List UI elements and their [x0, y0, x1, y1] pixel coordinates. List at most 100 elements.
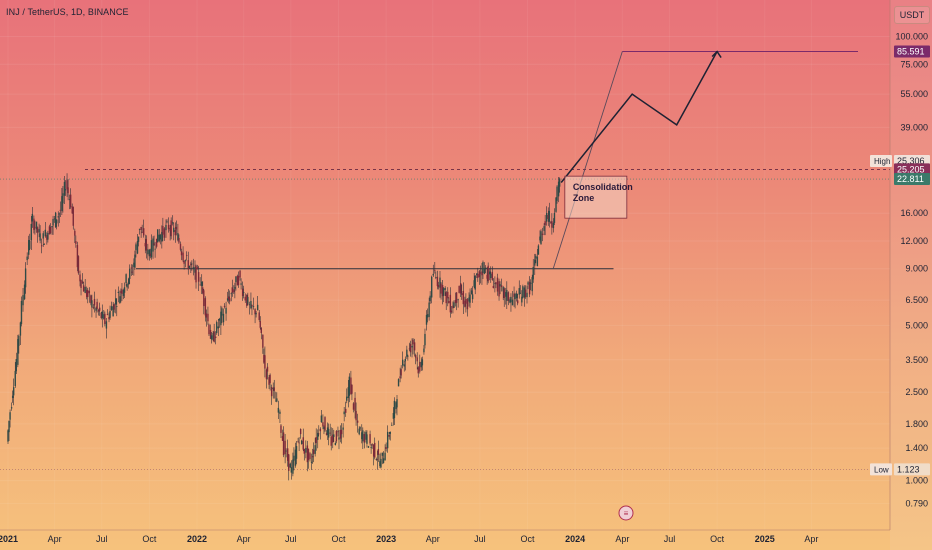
candle-body: [108, 317, 110, 320]
candle-body: [218, 318, 221, 321]
candle-body: [526, 292, 528, 298]
candle-body: [325, 433, 328, 435]
candle-body: [522, 286, 524, 298]
candle-body: [177, 233, 179, 241]
candle-body: [318, 433, 320, 435]
candle-body: [149, 253, 152, 256]
candle-body: [210, 335, 213, 340]
high-price-tag: 25.306: [897, 156, 925, 166]
candle-body: [43, 244, 45, 245]
candle-body: [404, 358, 406, 362]
time-tick-label: Jul: [474, 534, 486, 544]
currency-button[interactable]: USDT: [894, 6, 930, 24]
candle-body: [242, 292, 245, 293]
candle-body: [527, 282, 529, 285]
candle-body: [297, 441, 299, 443]
candle-body: [80, 280, 82, 288]
price-series: [7, 173, 561, 481]
chart-title: INJ / TetherUS, 1D, BINANCE: [6, 7, 129, 17]
candle-body: [109, 310, 111, 318]
candle-body: [352, 403, 355, 410]
candle-body: [120, 291, 122, 293]
candle-body: [17, 339, 19, 365]
candle-body: [59, 209, 62, 211]
candle-body: [93, 298, 96, 306]
candle-body: [246, 294, 248, 306]
candle-body: [250, 300, 252, 309]
candle-body: [207, 313, 209, 322]
candle-body: [515, 293, 518, 299]
candle-body: [217, 326, 219, 329]
candle-body: [293, 455, 295, 461]
candle-body: [507, 292, 510, 302]
candle-body: [183, 260, 185, 264]
last-price-tag: 22.811: [897, 174, 924, 184]
candle-body: [465, 298, 467, 304]
candle-body: [311, 456, 314, 458]
candle-body: [88, 290, 91, 294]
candle-body: [400, 369, 402, 376]
candle-body: [199, 284, 201, 286]
candle-body: [182, 252, 184, 261]
candle-body: [391, 424, 393, 426]
candle-body: [380, 458, 382, 468]
candle-body: [54, 212, 57, 228]
time-tick-label: Jul: [96, 534, 108, 544]
candle-body: [531, 277, 533, 292]
candle-body: [105, 321, 108, 329]
candle-body: [100, 312, 102, 319]
candle-body: [338, 437, 340, 440]
candle-body: [335, 431, 338, 442]
candle-body: [322, 422, 324, 427]
price-tick-label: 1.400: [905, 443, 928, 453]
candle-body: [44, 229, 46, 237]
candle-body: [173, 227, 175, 233]
candle-body: [495, 282, 497, 285]
high-label-bg: [870, 155, 892, 168]
candle-body: [161, 231, 163, 242]
candle-body: [223, 305, 226, 308]
price-axis[interactable]: [890, 0, 932, 550]
candle-body: [202, 287, 204, 294]
candle-body: [298, 442, 300, 444]
candle-body: [290, 467, 293, 473]
candle-body: [406, 349, 408, 357]
candle-body: [445, 292, 447, 304]
candle-body: [294, 449, 297, 466]
time-tick-label: 2023: [376, 534, 396, 544]
candle-body: [240, 283, 242, 285]
candle-body: [288, 454, 290, 471]
candle-body: [221, 308, 223, 316]
candle-body: [28, 240, 30, 255]
candle-body: [10, 407, 13, 409]
candle-body: [358, 428, 360, 435]
candle-body: [449, 294, 452, 313]
candle-body: [411, 345, 413, 348]
candle-body: [195, 265, 197, 283]
candle-body: [106, 314, 109, 315]
candle-body: [447, 291, 449, 299]
candle-body: [300, 440, 303, 445]
candle-body: [455, 292, 458, 303]
candle-body: [287, 448, 289, 461]
candle-body: [428, 302, 430, 318]
candle-body: [194, 267, 196, 273]
candle-body: [208, 324, 210, 335]
candle-body: [466, 299, 469, 310]
candle-body: [535, 255, 537, 259]
candle-body: [484, 267, 487, 269]
candle-body: [144, 243, 146, 247]
candle-body: [230, 293, 232, 295]
candle-body: [104, 313, 106, 325]
channel-line: [552, 51, 623, 269]
candle-body: [372, 444, 375, 457]
candle-body: [169, 227, 171, 232]
event-glyph: ≡: [624, 509, 629, 518]
candle-body: [367, 446, 370, 448]
candle-body: [115, 298, 117, 305]
candle-body: [90, 295, 92, 304]
projection-pattern: [552, 50, 858, 269]
candle-body: [19, 322, 22, 336]
candle-body: [413, 342, 416, 351]
